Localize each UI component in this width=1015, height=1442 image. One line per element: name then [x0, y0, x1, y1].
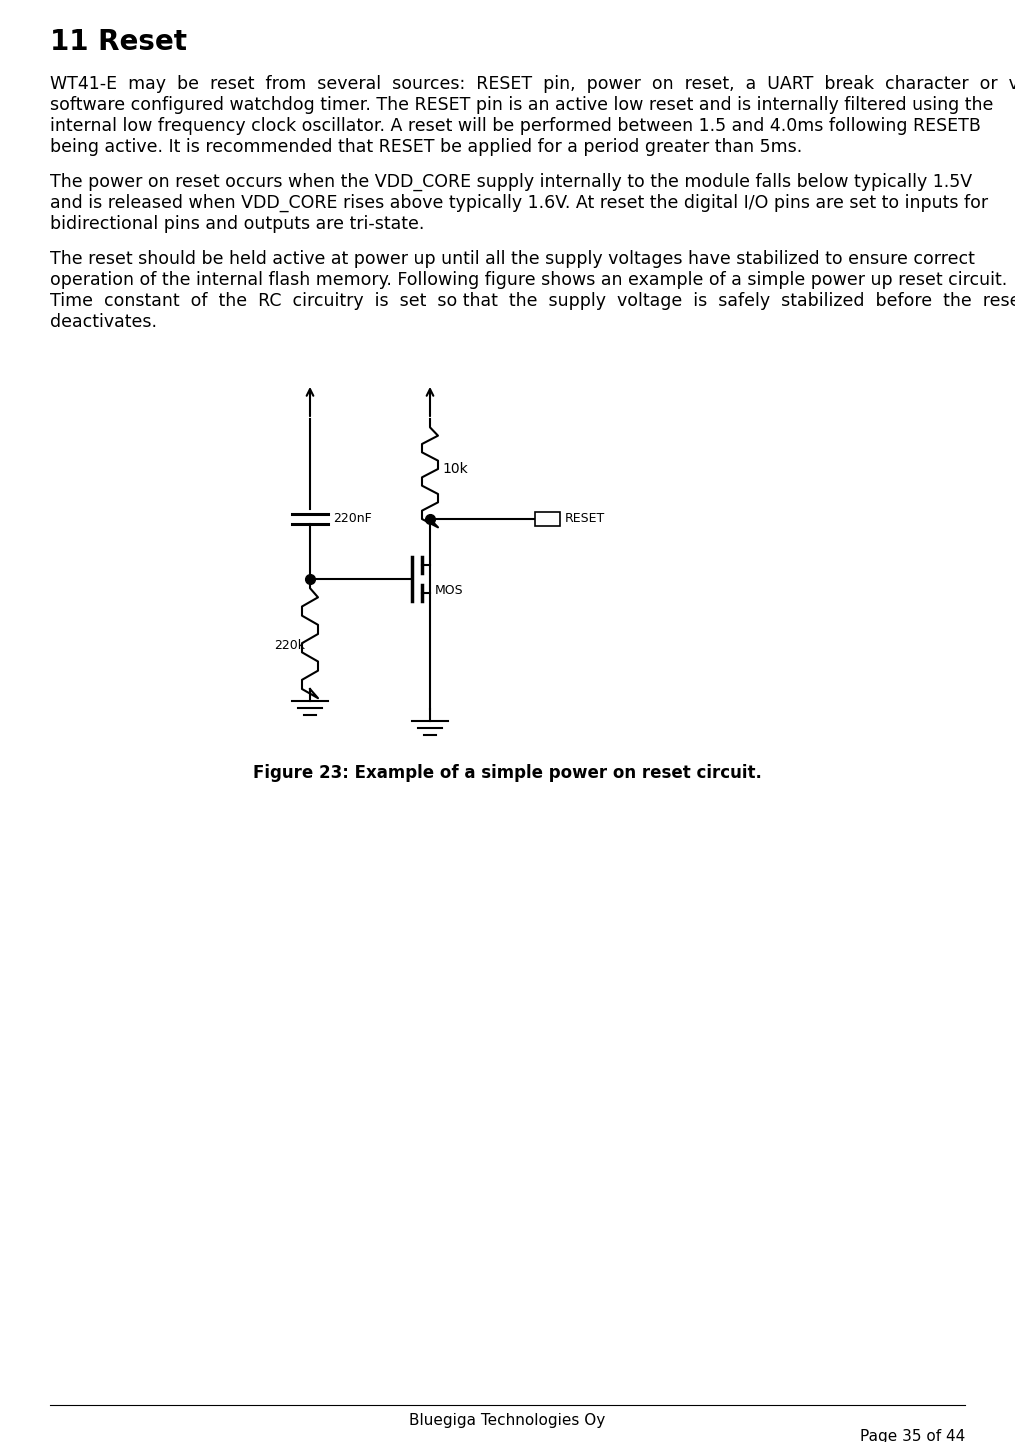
Text: internal low frequency clock oscillator. A reset will be performed between 1.5 a: internal low frequency clock oscillator.…	[50, 117, 980, 136]
Text: being active. It is recommended that RESET be applied for a period greater than : being active. It is recommended that RES…	[50, 138, 802, 156]
Bar	[535, 512, 560, 526]
Text: Page 35 of 44: Page 35 of 44	[860, 1429, 965, 1442]
Text: 10k: 10k	[442, 461, 468, 476]
Text: MOS: MOS	[435, 584, 464, 597]
Text: deactivates.: deactivates.	[50, 313, 157, 332]
Text: The power on reset occurs when the VDD_CORE supply internally to the module fall: The power on reset occurs when the VDD_C…	[50, 173, 972, 192]
Text: RESET: RESET	[565, 512, 605, 525]
Text: WT41-E  may  be  reset  from  several  sources:  RESET  pin,  power  on  reset, : WT41-E may be reset from several sources…	[50, 75, 1015, 92]
Text: software configured watchdog timer. The RESET pin is an active low reset and is : software configured watchdog timer. The …	[50, 97, 994, 114]
Text: Time  constant  of  the  RC  circuitry  is  set  so that  the  supply  voltage  : Time constant of the RC circuitry is set…	[50, 291, 1015, 310]
Text: and is released when VDD_CORE rises above typically 1.6V. At reset the digital I: and is released when VDD_CORE rises abov…	[50, 195, 989, 212]
Text: 220nF: 220nF	[333, 512, 371, 525]
Text: Bluegiga Technologies Oy: Bluegiga Technologies Oy	[409, 1413, 605, 1428]
Text: 11 Reset: 11 Reset	[50, 27, 187, 56]
Text: operation of the internal flash memory. Following figure shows an example of a s: operation of the internal flash memory. …	[50, 271, 1007, 288]
Text: The reset should be held active at power up until all the supply voltages have s: The reset should be held active at power…	[50, 249, 974, 268]
Text: Figure 23: Example of a simple power on reset circuit.: Figure 23: Example of a simple power on …	[253, 764, 761, 782]
Text: bidirectional pins and outputs are tri-state.: bidirectional pins and outputs are tri-s…	[50, 215, 424, 234]
Text: 220k: 220k	[274, 639, 304, 652]
